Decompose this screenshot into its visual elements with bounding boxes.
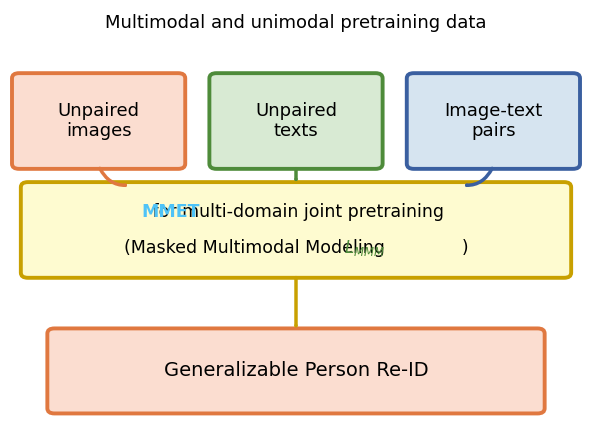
Text: Unpaired
images: Unpaired images <box>57 101 140 141</box>
FancyBboxPatch shape <box>407 73 580 169</box>
Text: Generalizable Person Re-ID: Generalizable Person Re-ID <box>163 362 429 381</box>
FancyBboxPatch shape <box>21 182 571 278</box>
Text: $\mathit{L}_{MMM}$: $\mathit{L}_{MMM}$ <box>345 238 385 258</box>
Text: for multi-domain joint pretraining: for multi-domain joint pretraining <box>147 203 445 221</box>
FancyArrowPatch shape <box>466 169 492 185</box>
Text: Unpaired
texts: Unpaired texts <box>255 101 337 141</box>
Text: Multimodal and unimodal pretraining data: Multimodal and unimodal pretraining data <box>105 14 487 32</box>
Text: (Masked Multimodal Modeling              ): (Masked Multimodal Modeling ) <box>124 239 468 257</box>
FancyBboxPatch shape <box>210 73 382 169</box>
FancyBboxPatch shape <box>12 73 185 169</box>
Text: MMET: MMET <box>141 203 200 221</box>
Text: Image-text
pairs: Image-text pairs <box>444 101 542 141</box>
FancyBboxPatch shape <box>47 329 545 413</box>
FancyArrowPatch shape <box>100 169 126 185</box>
